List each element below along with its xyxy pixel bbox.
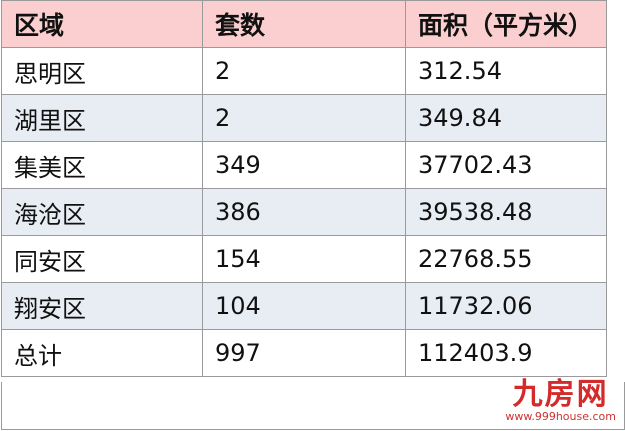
cell-count: 997 — [202, 329, 406, 377]
cell-region: 思明区 — [1, 47, 203, 95]
cell-count: 2 — [202, 47, 406, 95]
table-row: 翔安区 104 11732.06 — [1, 282, 607, 330]
cell-region: 翔安区 — [1, 282, 203, 330]
cell-region: 总计 — [1, 329, 203, 377]
table-row: 同安区 154 22768.55 — [1, 235, 607, 283]
table-row: 海沧区 386 39538.48 — [1, 188, 607, 236]
cell-region: 湖里区 — [1, 94, 203, 142]
watermark-url: www.999house.com — [505, 410, 616, 423]
table-row: 集美区 349 37702.43 — [1, 141, 607, 189]
cell-count: 386 — [202, 188, 406, 236]
data-table: 区域 套数 面积（平方米） 思明区 2 312.54 湖里区 2 349.84 … — [1, 0, 607, 377]
cell-area: 22768.55 — [405, 235, 607, 283]
cell-area: 349.84 — [405, 94, 607, 142]
table-row: 湖里区 2 349.84 — [1, 94, 607, 142]
header-row: 区域 套数 面积（平方米） — [1, 0, 607, 48]
watermark-name: 九房网 — [512, 377, 609, 412]
cell-count: 349 — [202, 141, 406, 189]
header-region: 区域 — [1, 0, 203, 48]
cell-count: 104 — [202, 282, 406, 330]
cell-area: 37702.43 — [405, 141, 607, 189]
cell-region: 集美区 — [1, 141, 203, 189]
cell-area: 11732.06 — [405, 282, 607, 330]
cell-count: 154 — [202, 235, 406, 283]
cell-area: 39538.48 — [405, 188, 607, 236]
bottom-frame: 九房网 www.999house.com — [1, 379, 625, 430]
cell-region: 海沧区 — [1, 188, 203, 236]
cell-region: 同安区 — [1, 235, 203, 283]
cell-area: 312.54 — [405, 47, 607, 95]
header-count: 套数 — [202, 0, 406, 48]
total-row: 总计 997 112403.9 — [1, 329, 607, 377]
cell-area: 112403.9 — [405, 329, 607, 377]
watermark-logo: 九房网 www.999house.com — [505, 379, 616, 423]
cell-count: 2 — [202, 94, 406, 142]
header-area: 面积（平方米） — [405, 0, 607, 48]
table-row: 思明区 2 312.54 — [1, 47, 607, 95]
